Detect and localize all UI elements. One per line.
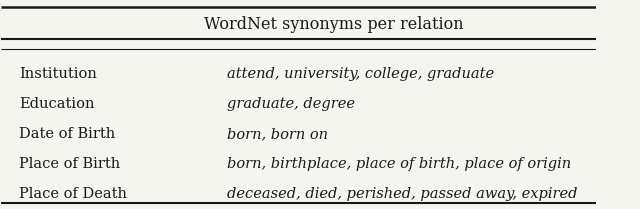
Text: attend, university, college, graduate: attend, university, college, graduate [227,67,494,81]
Text: graduate, degree: graduate, degree [227,97,355,111]
Text: Place of Death: Place of Death [19,187,127,201]
Text: Institution: Institution [19,67,97,81]
Text: Education: Education [19,97,95,111]
Text: Place of Birth: Place of Birth [19,157,120,171]
Text: deceased, died, perished, passed away, expired: deceased, died, perished, passed away, e… [227,187,578,201]
Text: Date of Birth: Date of Birth [19,127,115,141]
Text: born, birthplace, place of birth, place of origin: born, birthplace, place of birth, place … [227,157,572,171]
Text: WordNet synonyms per relation: WordNet synonyms per relation [204,16,464,33]
Text: born, born on: born, born on [227,127,328,141]
